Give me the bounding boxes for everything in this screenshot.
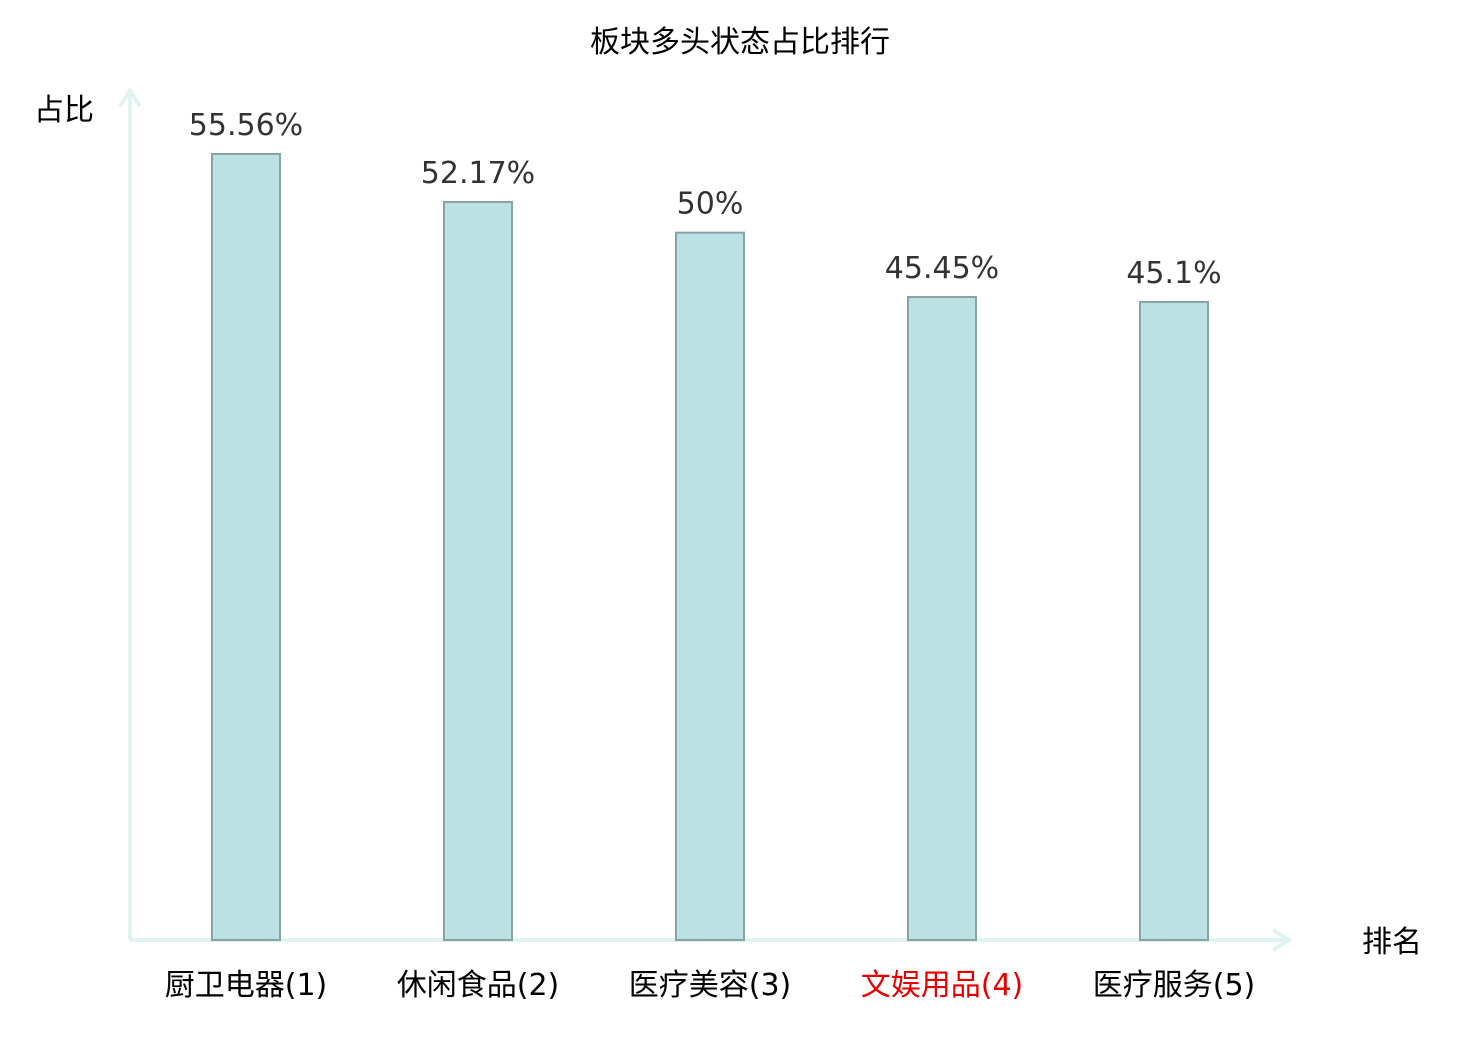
x-axis-label: 排名 [1362,925,1422,960]
y-axis-label: 占比 [34,93,94,128]
bar [443,200,513,941]
y-axis [118,87,142,940]
bar-value-label: 45.45% [885,251,999,286]
bar-value-label: 52.17% [421,156,535,191]
value-labels: 55.56% 52.17% 50% 45.45% 45.1% [189,108,1222,291]
category-tick-label: 文娱用品(4) [861,968,1024,1003]
category-tick-label: 医疗服务(5) [1093,968,1256,1003]
bar-value-label: 45.1% [1126,256,1221,291]
category-tick-label: 厨卫电器(1) [165,968,328,1003]
bars [211,153,1209,941]
chart-title: 板块多头状态占比排行 [590,25,890,60]
bar [907,296,977,941]
bar-value-label: 50% [677,187,744,222]
category-tick-label: 休闲食品(2) [397,968,560,1003]
bar [1139,300,1209,941]
bar [675,231,745,941]
y-axis-arrow [118,87,142,108]
x-axis-arrow [1271,928,1293,952]
category-labels: 厨卫电器(1) 休闲食品(2) 医疗美容(3) 文娱用品(4) 医疗服务(5) [165,968,1256,1003]
category-tick-label: 医疗美容(3) [629,968,792,1003]
bar [211,153,281,941]
bar-value-label: 55.56% [189,108,303,143]
